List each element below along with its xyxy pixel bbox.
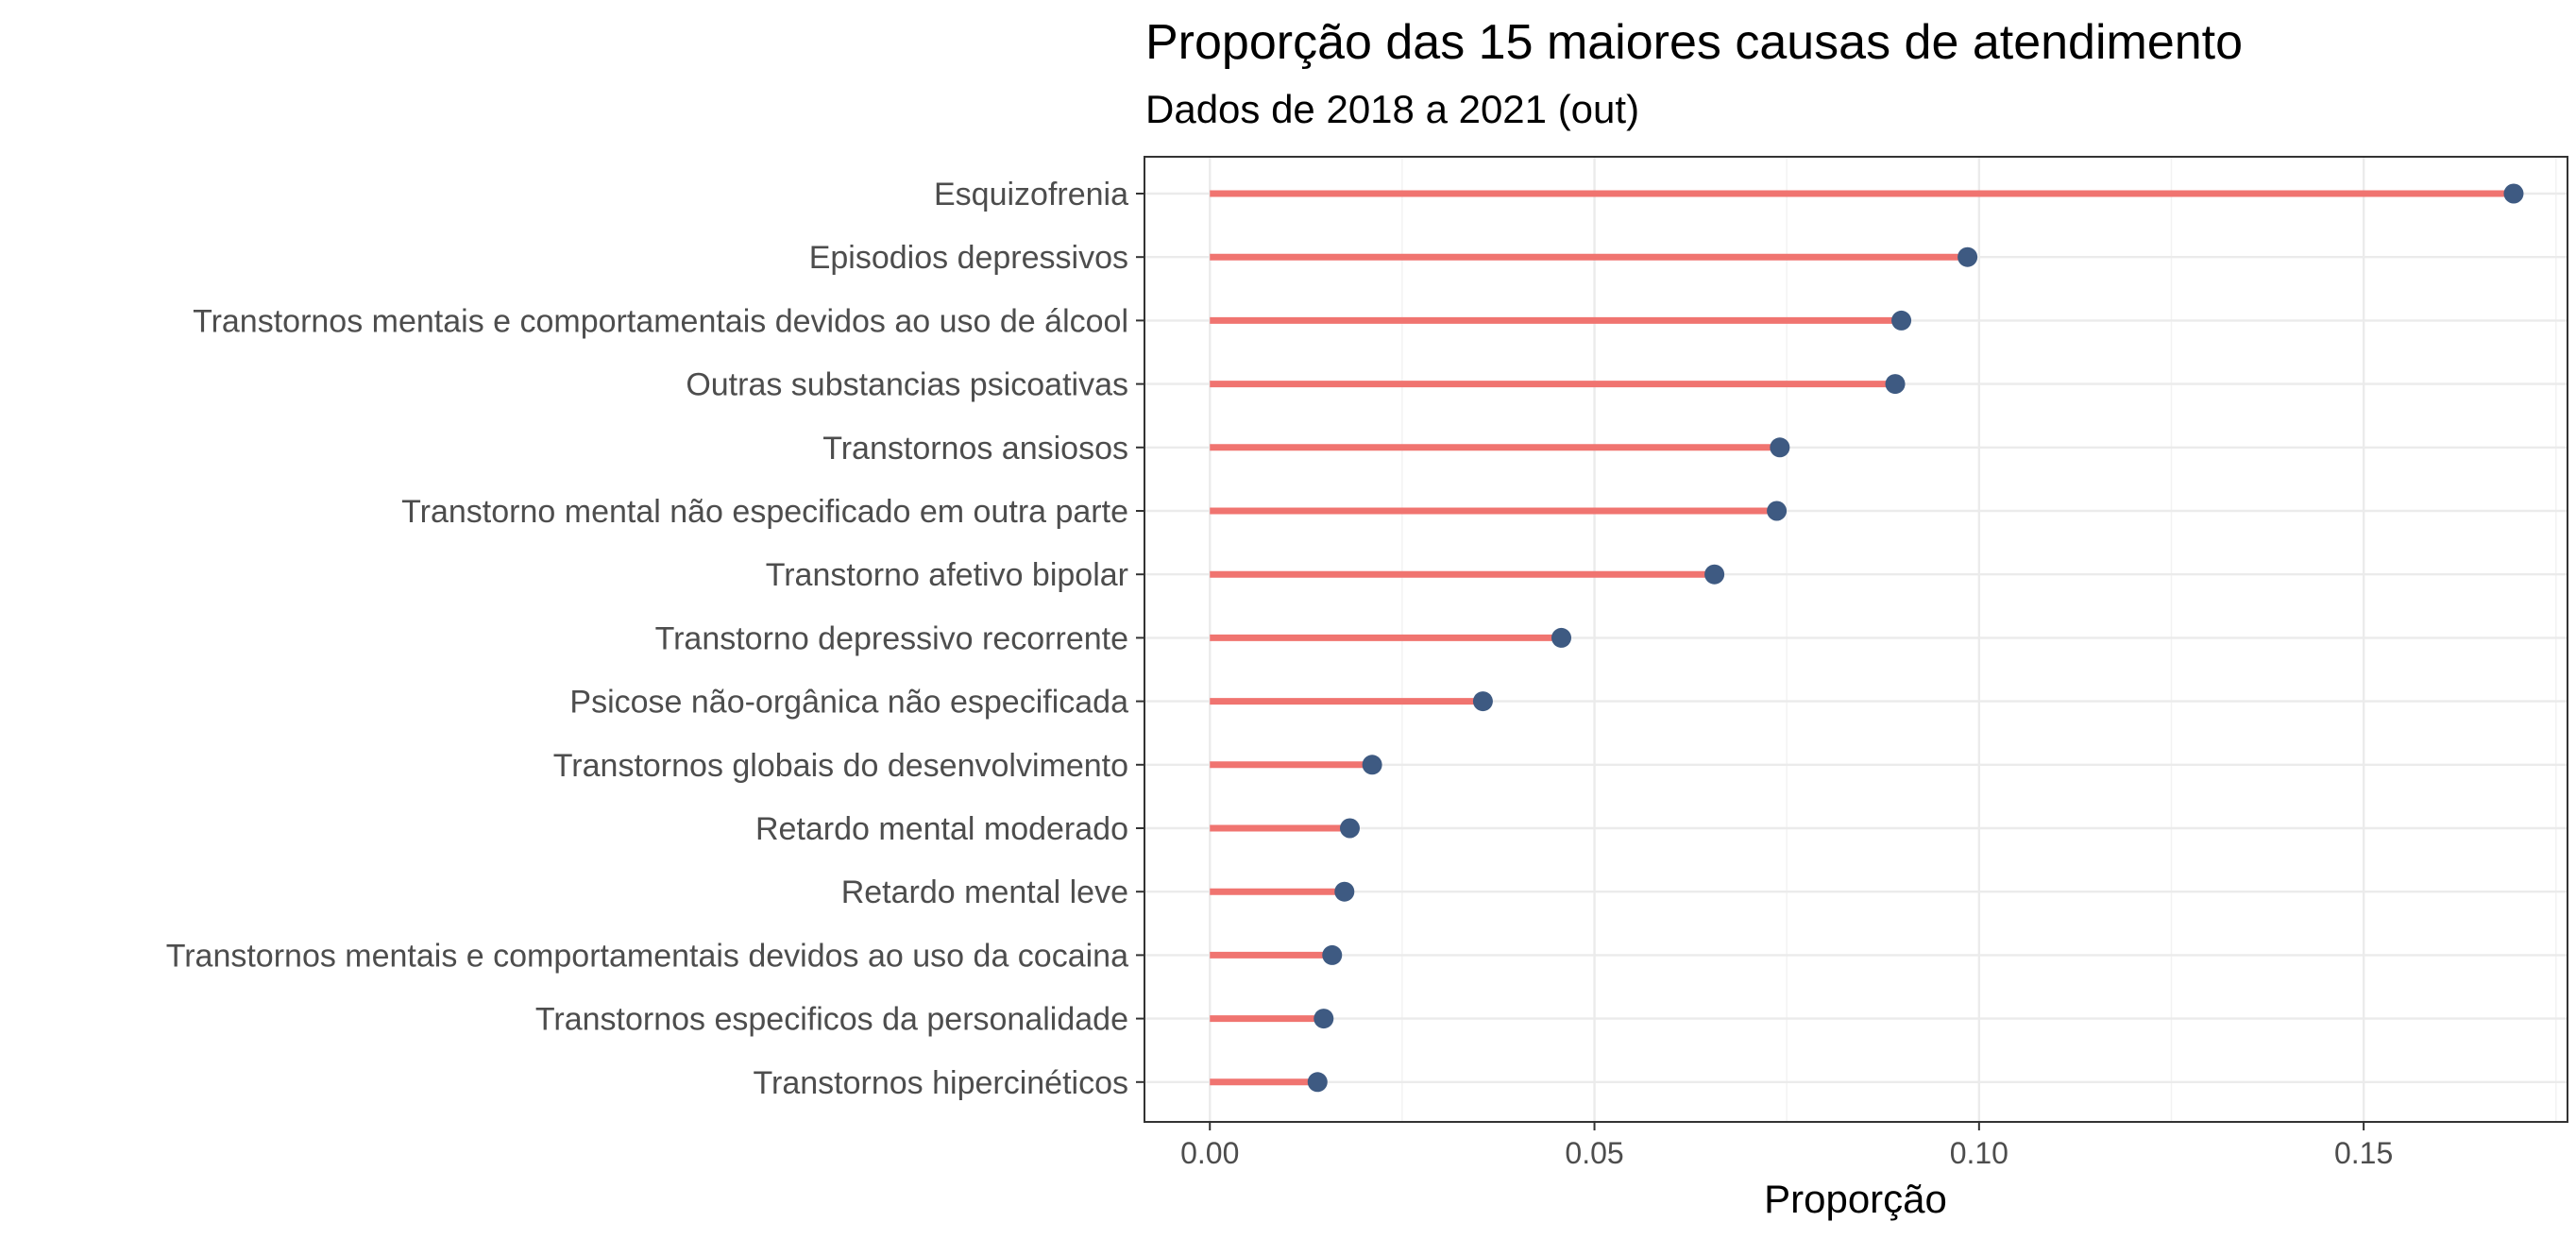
- y-tick-label: Transtornos globais do desenvolvimento: [553, 748, 1128, 784]
- y-axis-labels: Esquizofrenia Episodios depressivos Transt…: [166, 177, 1144, 1101]
- y-tick-label: Episodios depressivos: [809, 240, 1128, 276]
- x-tick-label: 0.00: [1180, 1136, 1239, 1170]
- lollipop-point: [1339, 818, 1360, 839]
- y-tick-label: Transtorno depressivo recorrente: [655, 620, 1128, 656]
- lollipop-point: [1307, 1072, 1328, 1093]
- y-tick-label: Transtorno mental não especificado em ou…: [401, 494, 1128, 530]
- chart-subtitle: Dados de 2018 a 2021 (out): [1145, 87, 1639, 131]
- lollipop-point: [1885, 374, 1906, 395]
- x-tick-label: 0.05: [1565, 1136, 1623, 1170]
- lollipop-point: [1704, 564, 1725, 585]
- lollipop-point: [1770, 437, 1790, 458]
- lollipop-point: [2503, 183, 2524, 204]
- y-tick-label: Transtorno afetivo bipolar: [766, 557, 1128, 593]
- plot-panel-border: [1144, 156, 2568, 1123]
- y-tick-label: Transtornos mentais e comportamentais de…: [166, 938, 1128, 974]
- y-tick-label: Esquizofrenia: [934, 177, 1128, 212]
- lollipop-segments: [1210, 190, 2514, 1086]
- y-tick-label: Transtornos especificos da personalidade: [535, 1002, 1128, 1038]
- y-tick-label: Retardo mental moderado: [755, 811, 1128, 847]
- lollipop-point: [1322, 944, 1343, 965]
- x-axis-title: Proporção: [1764, 1177, 1947, 1221]
- y-tick-label: Retardo mental leve: [841, 874, 1128, 910]
- lollipop-points: [1307, 183, 2524, 1093]
- lollipop-point: [1767, 501, 1788, 521]
- lollipop-point: [1957, 246, 1978, 267]
- y-tick-label: Psicose não-orgânica não especificada: [569, 685, 1128, 721]
- lollipop-point: [1891, 310, 1912, 331]
- lollipop-point: [1313, 1009, 1334, 1029]
- y-tick-label: Transtornos hipercinéticos: [754, 1065, 1128, 1101]
- x-tick-label: 0.10: [1950, 1136, 2008, 1170]
- lollipop-point: [1551, 627, 1572, 648]
- y-tick-label: Transtornos mentais e comportamentais de…: [193, 303, 1128, 339]
- y-tick-label: Transtornos ansiosos: [822, 431, 1128, 467]
- x-tick-label: 0.15: [2334, 1136, 2393, 1170]
- x-axis: 0.00 0.05 0.10 0.15: [1180, 1122, 2393, 1170]
- lollipop-point: [1334, 881, 1355, 902]
- lollipop-point: [1472, 691, 1493, 712]
- lollipop-point: [1362, 755, 1382, 775]
- y-tick-label: Outras substancias psicoativas: [686, 367, 1128, 403]
- chart-title: Proporção das 15 maiores causas de atend…: [1145, 15, 2243, 70]
